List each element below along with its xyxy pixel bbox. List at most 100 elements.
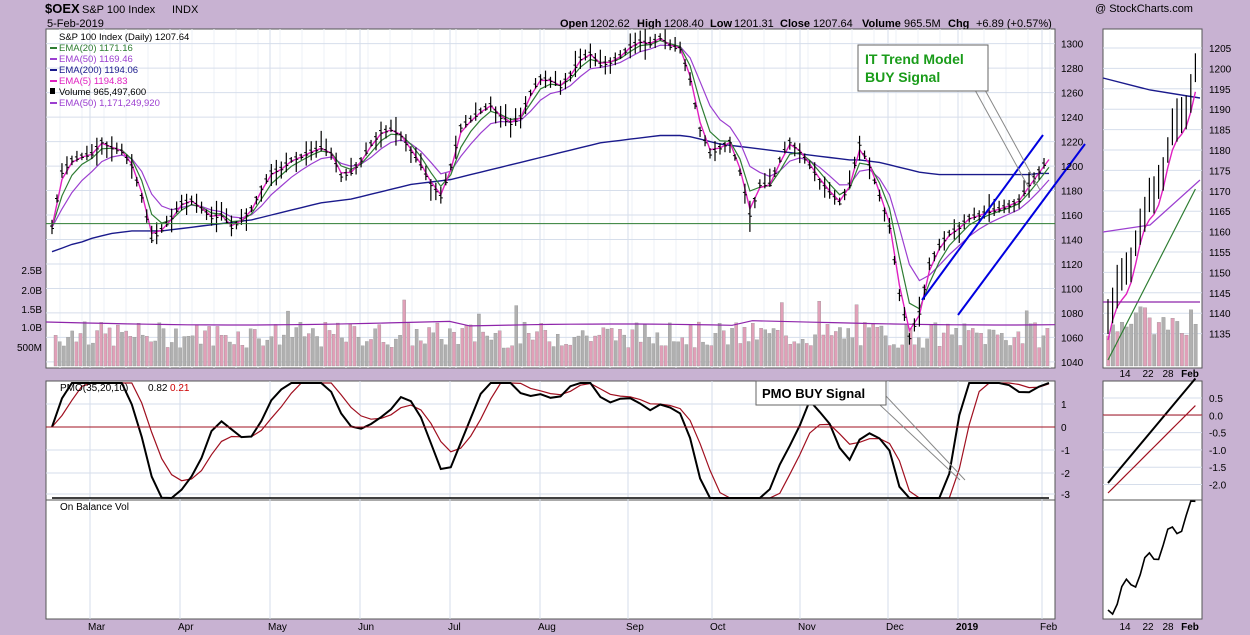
pmo-signal-value: 0.21 [170, 383, 190, 394]
volume-bar [560, 345, 564, 367]
volume-bars [53, 299, 1198, 367]
volume-bar [199, 343, 203, 367]
volume-label: Volume [862, 18, 901, 30]
zoom-price-tick-label: 1205 [1209, 44, 1232, 55]
volume-bar [829, 335, 834, 367]
zoom-price-tick-label: 1135 [1209, 330, 1231, 341]
price-tick-label: 1280 [1061, 64, 1084, 75]
price-tick-label: 1300 [1061, 40, 1084, 51]
month-label: Jul [448, 622, 461, 633]
volume-bar [394, 338, 398, 367]
volume-bar [601, 327, 606, 367]
volume-bar [796, 343, 801, 367]
zoom-ema5-line [1107, 91, 1197, 341]
zoom-pmo-tick-label: 0.0 [1209, 411, 1223, 422]
zoom-price-tick-label: 1155 [1209, 248, 1231, 259]
volume-bar [58, 341, 62, 367]
volume-bar [730, 328, 734, 367]
zoom-price-tick-label: 1190 [1209, 105, 1231, 116]
volume-bar [805, 343, 809, 367]
zoom-ema50-line [1102, 179, 1201, 233]
volume-bar [904, 324, 909, 367]
volume-bar [979, 333, 983, 367]
volume-bar [502, 347, 506, 367]
volume-bar [443, 344, 448, 367]
zoom-pmo-tick-label: -0.5 [1209, 429, 1227, 440]
pmo-tick-label: -1 [1061, 446, 1070, 457]
month-label: Dec [886, 622, 904, 633]
channel-lower [957, 143, 1086, 316]
zoom-pmo-tick-label: -1.5 [1209, 463, 1227, 474]
zoom-price-tick-label: 1150 [1209, 268, 1231, 279]
volume-bar [319, 346, 323, 367]
volume-bar [871, 323, 875, 367]
zoom-pmo-line [1107, 377, 1197, 484]
volume-bar [784, 335, 788, 367]
volume-bar [419, 340, 423, 367]
zoom-volume-bar [1166, 329, 1170, 367]
volume-bar [145, 336, 149, 367]
chg-value: +6.89 (+0.57%) [976, 18, 1052, 30]
volume-bar [510, 345, 514, 367]
price-tick-label: 1140 [1061, 235, 1083, 246]
volume-bar [701, 341, 705, 367]
volume-bar [124, 330, 128, 367]
zoom-price-tick-label: 1145 [1209, 289, 1231, 300]
volume-bar [62, 345, 66, 367]
volume-bar [273, 324, 278, 367]
volume-bar [535, 331, 539, 367]
month-label: Apr [178, 622, 194, 633]
volume-bar [697, 321, 701, 367]
obv-panel [45, 499, 1056, 620]
volume-bar [107, 327, 112, 367]
price-tick-label: 1100 [1061, 284, 1083, 295]
volume-bar [423, 343, 427, 367]
volume-bar [543, 330, 548, 367]
volume-bar [858, 345, 863, 367]
price-tick-label: 1200 [1061, 162, 1084, 173]
zoom-volume-bar [1152, 334, 1157, 367]
pmo-signal-line [51, 382, 1050, 499]
volume-bar [282, 334, 286, 367]
volume-bar [659, 345, 664, 367]
zoom-volume-bar [1110, 324, 1115, 367]
volume-bar [709, 345, 714, 367]
volume-ema-line [45, 320, 1056, 327]
volume-bar [161, 328, 166, 367]
volume-tick-label: 500M [17, 343, 42, 354]
volume-bar [365, 341, 369, 367]
volume-bar [323, 322, 328, 367]
volume-bar [360, 345, 365, 367]
volume-bar [103, 333, 108, 367]
volume-bar [414, 329, 419, 367]
volume-bar [962, 323, 967, 367]
copyright: @ StockCharts.com [1095, 3, 1193, 15]
volume-bar [726, 344, 730, 367]
volume-bar [95, 330, 99, 367]
volume-bar [99, 322, 104, 367]
zoom-price-tick-label: 1165 [1209, 207, 1231, 218]
zoom-volume-bar [1147, 317, 1152, 367]
volume-bar [290, 337, 294, 367]
volume-bar [269, 336, 274, 367]
volume-bar [190, 335, 195, 367]
volume-bar [402, 299, 406, 367]
volume-bar [991, 329, 996, 367]
legend-entry: EMA(5) 1194.83 [59, 76, 127, 87]
volume-bar [182, 336, 186, 367]
volume-bar [738, 343, 743, 367]
volume-bar [668, 322, 672, 367]
volume-bar [946, 323, 950, 367]
price-tick-label: 1180 [1061, 187, 1083, 198]
chart-symbol: $OEX [45, 1, 80, 16]
grid [46, 29, 1202, 619]
volume-bar [655, 332, 660, 367]
volume-bar [576, 335, 581, 367]
volume-bar [174, 328, 178, 367]
pmo-panel [45, 380, 1056, 501]
zoom-pmo-signal-line [1107, 405, 1196, 494]
volume-bar [489, 339, 494, 367]
volume-bar [834, 331, 838, 367]
zoom-volume-bar [1129, 323, 1134, 367]
volume-bar [506, 347, 510, 367]
